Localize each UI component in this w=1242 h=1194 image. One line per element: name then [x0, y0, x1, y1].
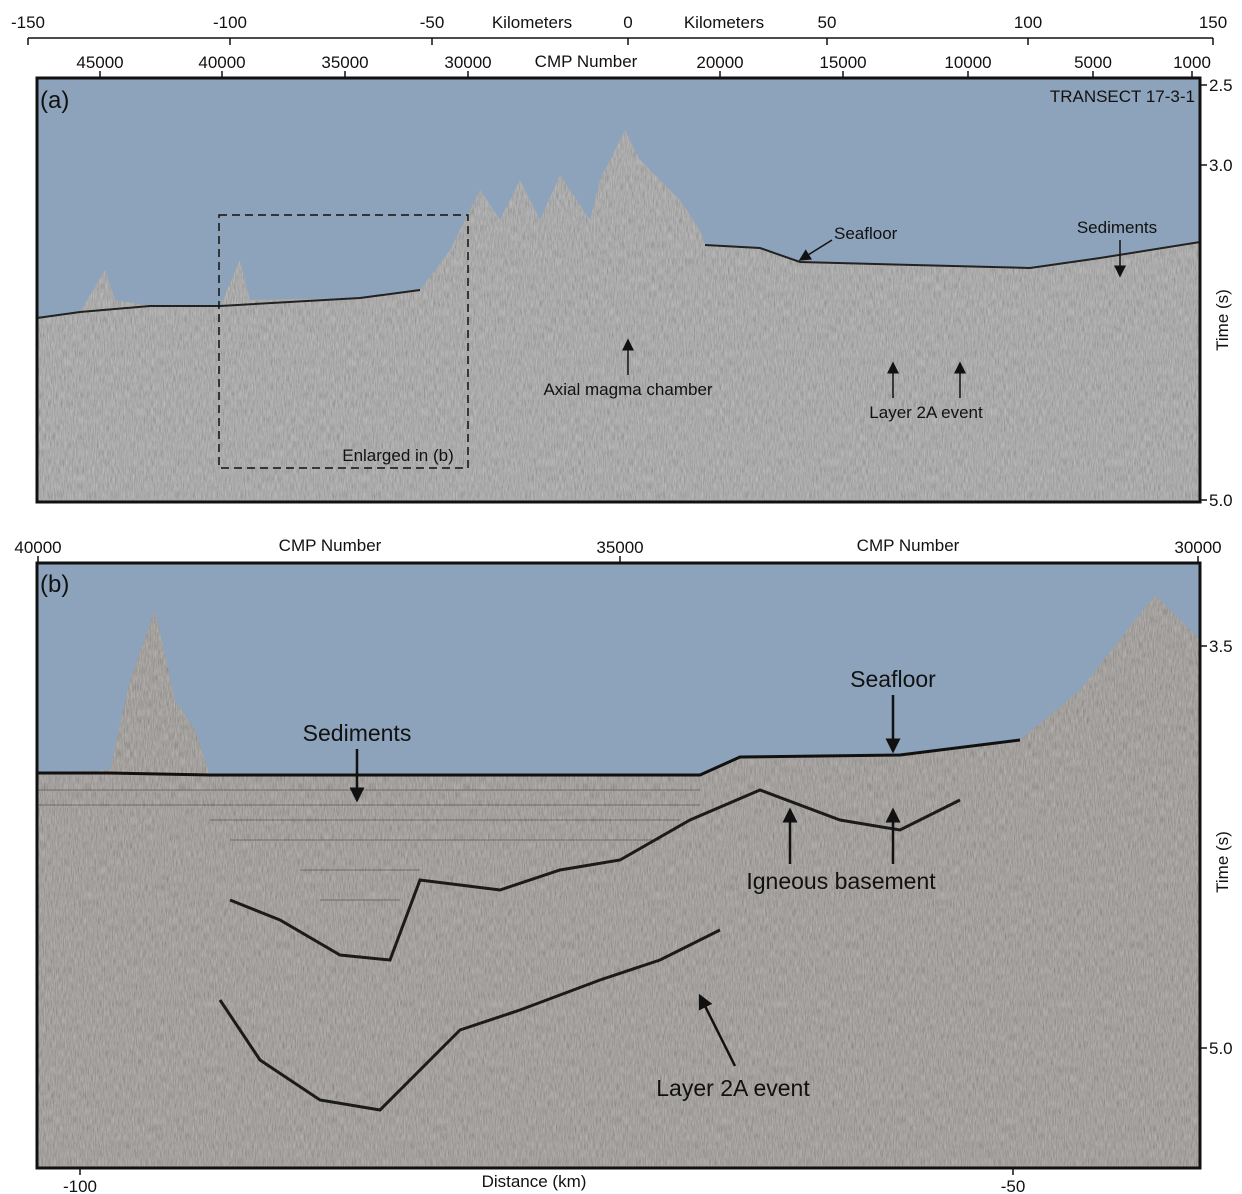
- tick-label: 30000: [1174, 538, 1221, 557]
- panel-a: Kilometers Kilometers CMP Number (a) TRA…: [28, 13, 1232, 504]
- annotation: Layer 2A event: [869, 403, 983, 422]
- transect-label: TRANSECT 17-3-1: [1050, 87, 1195, 106]
- tick-label: 20000: [696, 53, 743, 72]
- annotation: Seafloor: [834, 224, 898, 243]
- cmp-axis-label: CMP Number: [279, 536, 382, 555]
- tick-label: 2.5: [1209, 76, 1233, 95]
- tick-label: 40000: [198, 53, 245, 72]
- frame: [35, 76, 1202, 504]
- annotation: Enlarged in (b): [342, 446, 454, 465]
- panel-label: (a): [40, 87, 69, 114]
- cmp-axis-label: CMP Number: [857, 536, 960, 555]
- enlarge-box: [218, 214, 469, 469]
- tick-label: 5.0: [1209, 1039, 1233, 1058]
- tick-label: -50: [1001, 1177, 1026, 1194]
- tick-label: 100: [1014, 13, 1042, 32]
- tick-label: 5000: [1074, 53, 1112, 72]
- tick-label: 10000: [944, 53, 991, 72]
- arrow: [798, 239, 833, 261]
- distance-axis-label: Distance (km): [482, 1172, 587, 1191]
- tick-label: 0: [623, 13, 632, 32]
- tick-label: 150: [1199, 13, 1227, 32]
- panel-b: CMP Number CMP Number Distance (km) (b) …: [35, 536, 1232, 1191]
- annotation: Axial magma chamber: [543, 380, 712, 399]
- tick-label: 40000: [14, 538, 61, 557]
- annotation: Igneous basement: [746, 868, 936, 894]
- annotation: Sediments: [1077, 218, 1157, 237]
- tick-label: -150: [11, 13, 45, 32]
- annotation: Seafloor: [850, 666, 936, 692]
- tick-label: 35000: [596, 538, 643, 557]
- tick-label: -100: [63, 1177, 97, 1194]
- annotation: Layer 2A event: [656, 1075, 810, 1101]
- tick-label: 5.0: [1209, 491, 1233, 510]
- annotation: Sediments: [303, 720, 412, 746]
- tick-label: 35000: [321, 53, 368, 72]
- tick-label: -100: [213, 13, 247, 32]
- km-axis-label: Kilometers: [492, 13, 572, 32]
- tick-label: 3.0: [1209, 156, 1233, 175]
- tick-label: 15000: [819, 53, 866, 72]
- time-axis-label: Time (s): [1213, 289, 1232, 351]
- tick-label: 30000: [444, 53, 491, 72]
- km-axis-label: Kilometers: [684, 13, 764, 32]
- frame: [35, 561, 1202, 1170]
- time-axis-label: Time (s): [1213, 831, 1232, 893]
- tick-label: 3.5: [1209, 637, 1233, 656]
- tick-label: -50: [420, 13, 445, 32]
- panel-label: (b): [40, 571, 69, 598]
- tick-label: 1000: [1173, 53, 1211, 72]
- cmp-axis-label: CMP Number: [535, 52, 638, 71]
- arrow: [698, 993, 737, 1067]
- tick-label: 45000: [76, 53, 123, 72]
- tick-label: 50: [818, 13, 837, 32]
